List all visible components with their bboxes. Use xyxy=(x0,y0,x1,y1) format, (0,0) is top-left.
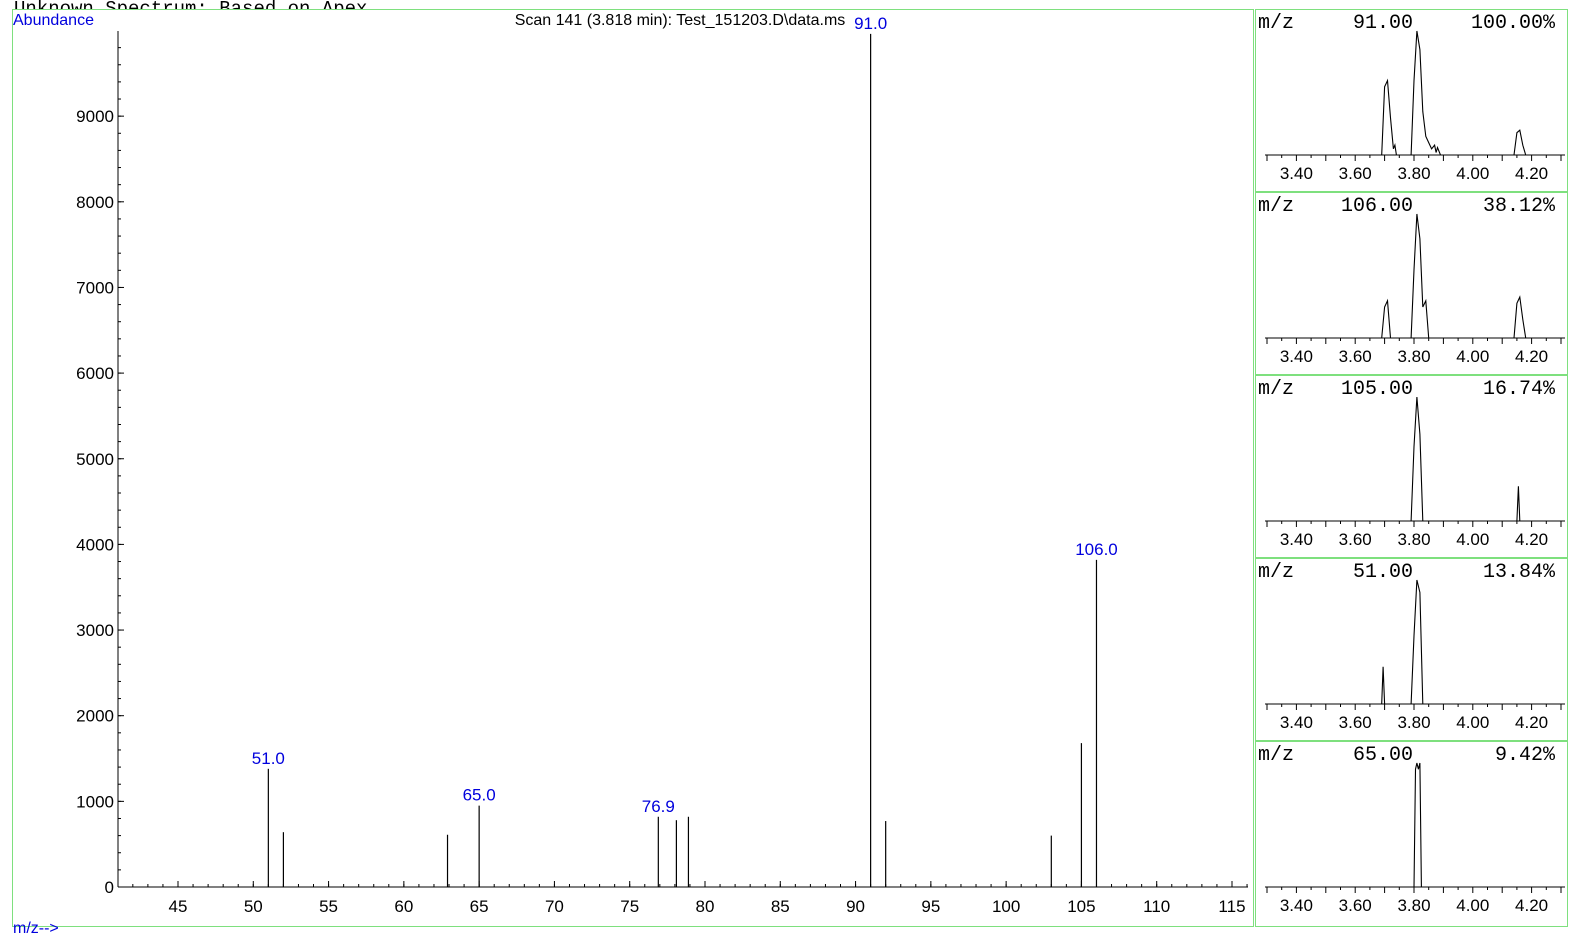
y-tick-label: 6000 xyxy=(76,364,114,383)
ion-trace xyxy=(1267,396,1561,522)
ion-chromatogram: m/z 65.00 9.42% 3.40 3.60 3.80 4.00 4.20 xyxy=(1258,744,1565,915)
ion-x-tick-label: 3.80 xyxy=(1397,347,1430,366)
x-tick-label: 60 xyxy=(394,897,413,916)
ion-mass-label: 51.00 xyxy=(1353,561,1413,584)
ion-percent-label: 100.00% xyxy=(1471,12,1556,35)
ion-x-tick-label: 3.60 xyxy=(1339,347,1372,366)
y-tick-label: 5000 xyxy=(76,450,114,469)
x-tick-label: 70 xyxy=(545,897,564,916)
ion-x-tick-label: 4.20 xyxy=(1515,164,1548,183)
x-tick-label: 85 xyxy=(771,897,790,916)
ion-x-tick-label: 4.20 xyxy=(1515,713,1548,732)
ion-mz-prefix: m/z xyxy=(1258,561,1294,584)
ion-percent-label: 38.12% xyxy=(1483,195,1556,218)
ion-percent-label: 16.74% xyxy=(1483,378,1556,401)
y-tick-label: 3000 xyxy=(76,621,114,640)
ion-panel-frame xyxy=(1255,375,1568,558)
ion-chromatogram: m/z 106.00 38.12% 3.40 3.60 3.80 4.00 4.20 xyxy=(1258,195,1565,366)
ion-mass-label: 91.00 xyxy=(1353,12,1413,35)
ion-x-tick-label: 3.40 xyxy=(1280,164,1313,183)
y-tick-label: 4000 xyxy=(76,535,114,554)
ion-panel-frame xyxy=(1255,9,1568,192)
ion-percent-label: 13.84% xyxy=(1483,561,1556,584)
ion-x-tick-label: 3.40 xyxy=(1280,347,1313,366)
ion-x-tick-label: 3.60 xyxy=(1339,530,1372,549)
y-axis-label: Abundance xyxy=(13,12,94,29)
ion-x-tick-label: 3.40 xyxy=(1280,713,1313,732)
ion-x-tick-label: 3.80 xyxy=(1397,530,1430,549)
y-tick-label: 7000 xyxy=(76,278,114,297)
ion-mz-prefix: m/z xyxy=(1258,12,1294,35)
y-tick-label: 8000 xyxy=(76,193,114,212)
x-tick-label: 80 xyxy=(696,897,715,916)
ion-x-tick-label: 3.80 xyxy=(1397,896,1430,915)
ion-chromatogram: m/z 91.00 100.00% 3.40 3.60 3.80 4.00 4.20 xyxy=(1258,12,1565,183)
peak-label: 51.0 xyxy=(252,749,285,768)
ion-x-tick-label: 3.40 xyxy=(1280,896,1313,915)
peak-label: 106.0 xyxy=(1075,540,1118,559)
ion-mz-prefix: m/z xyxy=(1258,195,1294,218)
ion-x-tick-label: 3.80 xyxy=(1397,164,1430,183)
x-tick-label: 50 xyxy=(244,897,263,916)
ion-x-tick-label: 4.20 xyxy=(1515,347,1548,366)
x-tick-label: 100 xyxy=(992,897,1020,916)
ion-mass-label: 65.00 xyxy=(1353,744,1413,767)
ion-panel-frame xyxy=(1255,192,1568,375)
ion-x-tick-label: 4.00 xyxy=(1456,164,1489,183)
x-tick-label: 95 xyxy=(921,897,940,916)
ion-trace xyxy=(1267,579,1561,705)
ion-x-tick-label: 4.00 xyxy=(1456,713,1489,732)
y-tick-label: 2000 xyxy=(76,707,114,726)
x-tick-label: 105 xyxy=(1067,897,1095,916)
ion-x-tick-label: 3.60 xyxy=(1339,164,1372,183)
peak-label: 91.0 xyxy=(854,14,887,33)
x-tick-label: 65 xyxy=(470,897,489,916)
ion-panel-frame xyxy=(1255,558,1568,741)
ion-mz-prefix: m/z xyxy=(1258,744,1294,767)
ion-x-tick-label: 4.00 xyxy=(1456,530,1489,549)
ion-trace xyxy=(1267,762,1561,888)
ion-panel-frame xyxy=(1255,741,1568,927)
ion-chromatogram: m/z 51.00 13.84% 3.40 3.60 3.80 4.00 4.20 xyxy=(1258,561,1565,732)
x-tick-label: 90 xyxy=(846,897,865,916)
peak-label: 65.0 xyxy=(463,786,496,805)
y-tick-label: 1000 xyxy=(76,792,114,811)
main-spectrum-frame xyxy=(12,9,1254,927)
x-tick-label: 55 xyxy=(319,897,338,916)
ion-x-tick-label: 3.40 xyxy=(1280,530,1313,549)
ion-x-tick-label: 3.60 xyxy=(1339,896,1372,915)
ion-mz-prefix: m/z xyxy=(1258,378,1294,401)
window-header: Unknown Spectrum: Based on Apex xyxy=(14,0,367,9)
peak-label: 76.9 xyxy=(642,797,675,816)
x-tick-label: 115 xyxy=(1218,897,1245,916)
y-tick-label: 0 xyxy=(105,878,114,897)
y-tick-label: 9000 xyxy=(76,107,114,126)
ion-x-tick-label: 4.00 xyxy=(1456,896,1489,915)
x-axis-label: m/z--> xyxy=(13,920,59,936)
ion-trace xyxy=(1267,30,1561,156)
ion-x-tick-label: 4.00 xyxy=(1456,347,1489,366)
ion-x-tick-label: 3.80 xyxy=(1397,713,1430,732)
x-tick-label: 110 xyxy=(1143,897,1170,916)
ion-x-tick-label: 4.20 xyxy=(1515,530,1548,549)
ion-mass-label: 105.00 xyxy=(1341,378,1413,401)
ion-trace xyxy=(1267,213,1561,339)
main-plot-area: 45 50 55 60 65 70 75 80 85 90 95 100 105 110 115 0 1000 2… xyxy=(76,14,1248,916)
ion-x-tick-label: 4.20 xyxy=(1515,896,1548,915)
ion-mass-label: 106.00 xyxy=(1341,195,1413,218)
ion-chromatogram: m/z 105.00 16.74% 3.40 3.60 3.80 4.00 4.20 xyxy=(1258,378,1565,549)
ion-x-tick-label: 3.60 xyxy=(1339,713,1372,732)
chart-title: Scan 141 (3.818 min): Test_151203.D\data… xyxy=(515,12,846,29)
x-tick-label: 75 xyxy=(620,897,639,916)
x-tick-label: 45 xyxy=(169,897,188,916)
ion-percent-label: 9.42% xyxy=(1495,744,1556,767)
